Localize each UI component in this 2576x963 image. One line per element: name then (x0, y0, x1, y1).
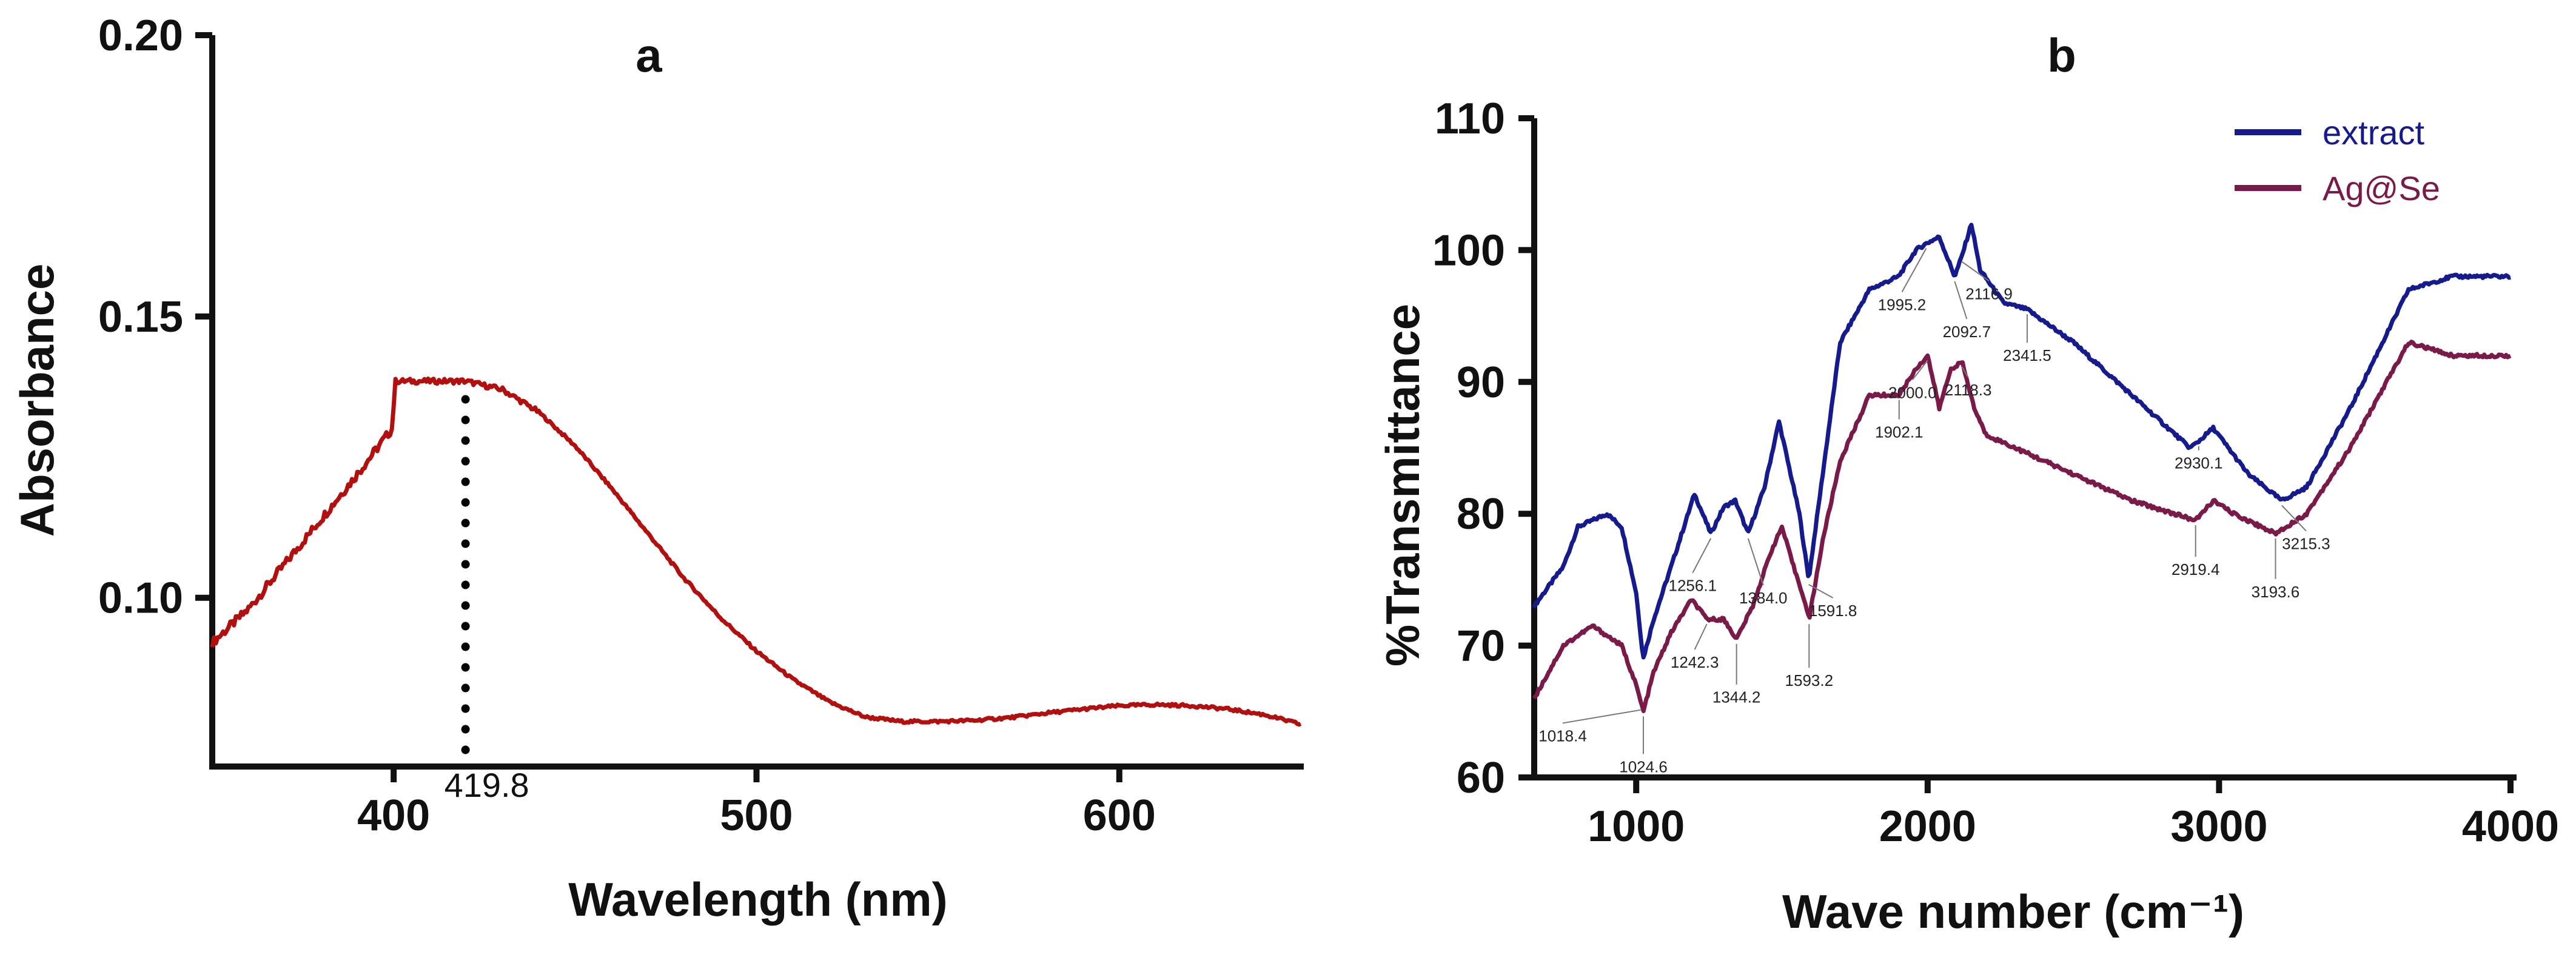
chart-b-ytick-label: 100 (1432, 226, 1505, 275)
legend-label-extract: extract (2323, 113, 2424, 152)
chart-a-xlabel: Wavelength (nm) (568, 873, 947, 926)
chart-b-peak-label-extract: 2341.5 (2003, 346, 2051, 364)
chart-b-peak-leader-extract (2281, 505, 2307, 532)
chart-b-xlabel: Wave number (cm⁻¹) (1782, 885, 2244, 938)
chart-b-peak-label-agse: 1024.6 (1619, 757, 1668, 776)
chart-b-xtick-label: 3000 (2170, 802, 2267, 851)
chart-b-peak-leader-extract (1901, 248, 1927, 293)
chart-b-peak-label-agse: 2919.4 (2172, 560, 2220, 579)
chart-b-xtick-label: 4000 (2462, 802, 2559, 851)
chart-b-ylabel: %Transmittance (1376, 304, 1429, 666)
chart-b-peak-label-extract: 3215.3 (2282, 534, 2330, 552)
chart-b-ytick-label: 110 (1435, 95, 1505, 143)
chart-b-peak-label-extract: 1384.0 (1739, 589, 1788, 607)
chart-b-peak-label-extract: 2930.1 (2175, 454, 2223, 472)
chart-b-peak-label-agse: 3193.6 (2252, 583, 2300, 601)
chart-b-series-extract (1532, 223, 2512, 660)
chart-b-ytick-label: 80 (1457, 490, 1505, 539)
chart-b-peak-label-agse: 1344.2 (1712, 688, 1761, 706)
chart-panel-b: b 60 70 80 90 100 110 1000 2000 3000 4000 %Trans… (1376, 29, 2559, 938)
chart-b-peak-label-extract: 2116.9 (1965, 284, 2013, 303)
chart-a-ytick-label: 0.20 (98, 12, 183, 60)
chart-b-peak-label-agse: 1902.1 (1875, 423, 1924, 441)
chart-b-peak-label-agse: 1018.4 (1538, 726, 1587, 745)
chart-b-ytick-label: 90 (1457, 358, 1505, 407)
chart-b-peak-label-extract: 1256.1 (1669, 577, 1717, 595)
chart-a-xtick-label: 500 (720, 791, 793, 840)
chart-a-peak-label: 419.8 (444, 766, 529, 804)
chart-panel-a: a 0.10 0.15 0.20 400 500 600 Absorbance Wave… (10, 12, 1304, 926)
chart-b-peak-leader-agse (1961, 366, 1969, 378)
chart-b-xtick-label: 2000 (1879, 802, 1976, 851)
chart-b-peak-leader-extract (1808, 584, 1834, 599)
chart-b-peak-label-agse: 1593.2 (1785, 671, 1834, 690)
chart-b-ytick-label: 70 (1457, 622, 1505, 671)
chart-b-peak-leader-agse (1562, 709, 1642, 724)
chart-a-title: a (636, 29, 662, 82)
chart-b-peak-leader-extract (1747, 538, 1764, 586)
chart-b-peak-leader-agse (1694, 623, 1708, 650)
chart-b-ytick-label: 60 (1457, 754, 1505, 802)
chart-b-peak-label-extract: 1591.8 (1809, 602, 1857, 620)
chart-b-series-agse (1532, 340, 2512, 713)
chart-a-series-absorbance (210, 376, 1302, 727)
chart-a-xtick-label: 600 (1083, 791, 1156, 840)
chart-a-xtick-label: 400 (357, 791, 430, 840)
chart-b-peak-leader-agse (1912, 360, 1928, 380)
chart-b-peak-label-extract: 1995.2 (1878, 296, 1927, 314)
chart-b-peak-leader-extract (1692, 538, 1712, 574)
chart-a-ytick-label: 0.15 (98, 293, 183, 341)
chart-b-title: b (2047, 29, 2076, 82)
chart-b-legend: extract Ag@Se (2235, 113, 2440, 207)
chart-b-xtick-label: 1000 (1588, 802, 1685, 851)
legend-label-agse: Ag@Se (2323, 169, 2440, 207)
chart-b-peak-label-agse: 1242.3 (1671, 653, 1719, 671)
chart-b-peak-label-agse: 2118.3 (1945, 381, 1992, 399)
chart-b-peak-label-extract: 2092.7 (1943, 323, 1991, 341)
chart-b-peak-leader-extract (1954, 281, 1968, 320)
chart-b-peak-label-agse: 2000.0 (1888, 383, 1937, 401)
chart-a-ylabel: Absorbance (10, 264, 64, 537)
chart-b-peak-leader-extract (1961, 261, 1990, 282)
chart-a-ytick-label: 0.10 (98, 574, 183, 623)
